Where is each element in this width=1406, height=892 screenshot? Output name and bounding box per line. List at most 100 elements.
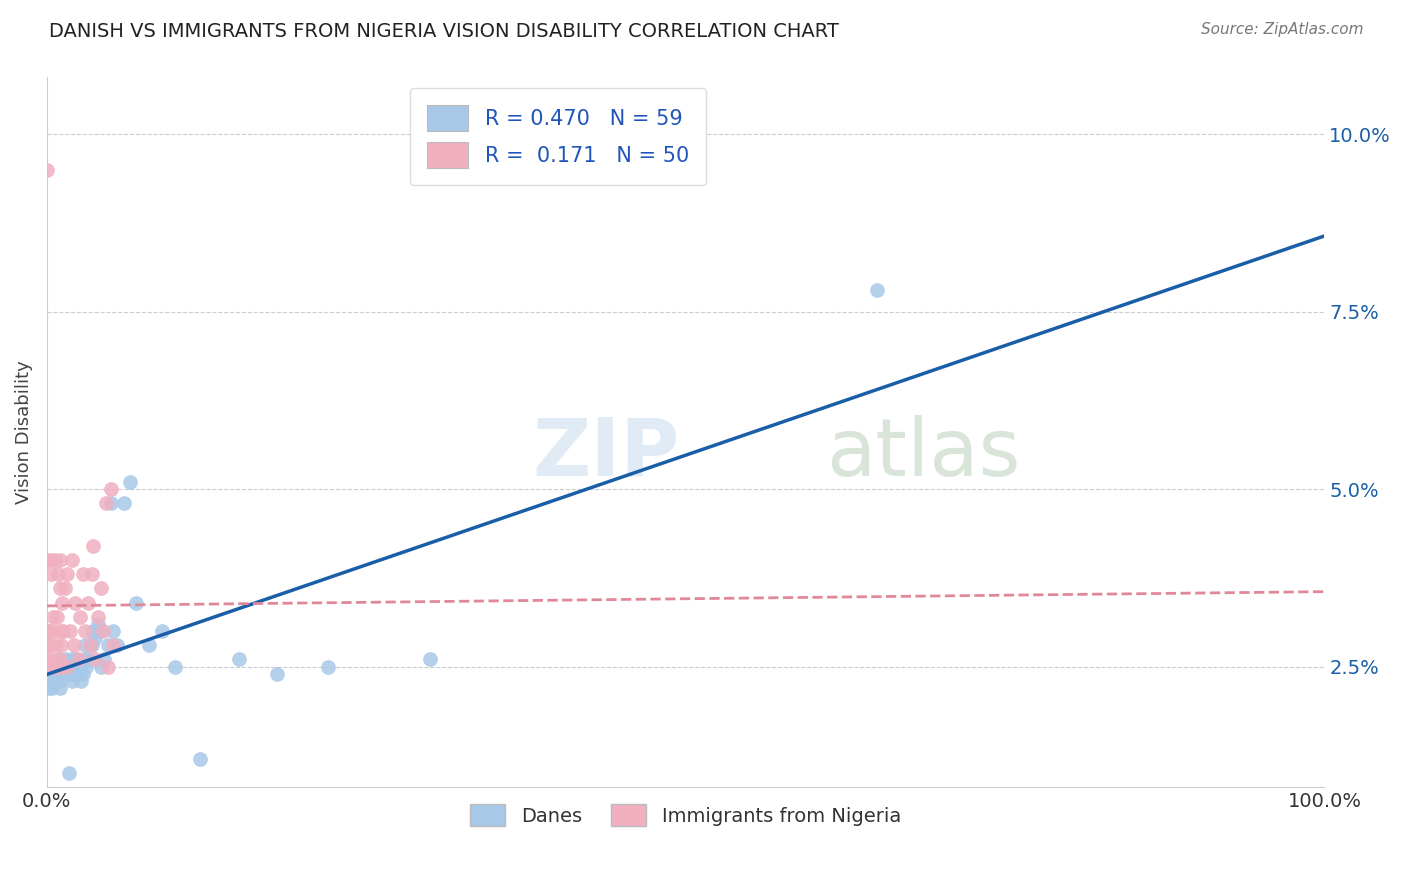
Point (35, 553, 58, 567)
Point (55, 652, 77, 666)
Point (62, 673, 84, 688)
Point (41, 681, 63, 695)
Point (46, 659, 69, 673)
Point (49, 638, 72, 652)
Point (138, 638, 160, 652)
Point (55, 659, 77, 673)
Point (75, 624, 97, 638)
Point (84, 652, 107, 666)
Point (70, 673, 93, 688)
Point (419, 652, 441, 666)
Point (76, 596, 98, 610)
Point (52, 666, 75, 681)
Point (97, 638, 120, 652)
Point (82, 539, 104, 553)
Point (45, 673, 67, 688)
Point (44, 553, 66, 567)
Point (41, 624, 63, 638)
Point (79, 638, 101, 652)
Point (44, 666, 66, 681)
Point (82, 624, 104, 638)
Point (35, 638, 58, 652)
Point (62, 652, 84, 666)
Point (163, 659, 186, 673)
Point (38, 624, 60, 638)
Text: atlas: atlas (827, 415, 1021, 492)
Point (89, 624, 111, 638)
Point (100, 496, 122, 510)
Point (37, 659, 59, 673)
Point (75, 652, 97, 666)
Point (58, 766, 80, 780)
Point (72, 567, 94, 582)
Point (41, 659, 63, 673)
Point (39, 673, 62, 688)
Point (62, 666, 84, 681)
Point (53, 582, 76, 596)
Point (150, 624, 173, 638)
Point (48, 673, 70, 688)
Point (39, 553, 62, 567)
Point (59, 624, 82, 638)
Point (69, 659, 91, 673)
Point (56, 666, 79, 681)
Point (125, 596, 148, 610)
Point (866, 284, 889, 298)
Point (62, 638, 84, 652)
Point (48, 567, 70, 582)
Point (103, 638, 125, 652)
Point (35, 162, 58, 177)
Point (48, 666, 70, 681)
Point (48, 681, 70, 695)
Point (118, 475, 141, 489)
Point (67, 666, 90, 681)
Point (38, 666, 60, 681)
Point (52, 624, 75, 638)
Point (66, 659, 89, 673)
Point (55, 659, 77, 673)
Point (42, 659, 65, 673)
Point (90, 582, 112, 596)
Point (35, 624, 58, 638)
Point (37, 681, 59, 695)
Point (48, 582, 70, 596)
Point (51, 659, 73, 673)
Point (48, 624, 70, 638)
Point (62, 553, 84, 567)
Point (63, 596, 86, 610)
Text: Source: ZipAtlas.com: Source: ZipAtlas.com (1201, 22, 1364, 37)
Point (62, 659, 84, 673)
Point (48, 553, 70, 567)
Point (45, 638, 67, 652)
Point (60, 666, 83, 681)
Point (266, 666, 288, 681)
Point (37, 652, 59, 666)
Point (56, 567, 79, 582)
Point (38, 638, 60, 652)
Point (75, 638, 97, 652)
Point (46, 659, 69, 673)
Point (51, 596, 73, 610)
Point (48, 659, 70, 673)
Point (91, 624, 114, 638)
Point (87, 610, 110, 624)
Point (228, 652, 250, 666)
Point (100, 482, 122, 496)
Point (97, 659, 120, 673)
Point (65, 652, 87, 666)
Point (90, 659, 112, 673)
Point (63, 666, 86, 681)
Point (42, 652, 65, 666)
Point (112, 496, 135, 510)
Legend: Danes, Immigrants from Nigeria: Danes, Immigrants from Nigeria (463, 797, 908, 834)
Text: DANISH VS IMMIGRANTS FROM NIGERIA VISION DISABILITY CORRELATION CHART: DANISH VS IMMIGRANTS FROM NIGERIA VISION… (49, 22, 839, 41)
Point (48, 666, 70, 681)
Point (93, 652, 115, 666)
Point (67, 652, 90, 666)
Point (48, 652, 70, 666)
Point (103, 624, 125, 638)
Point (80, 567, 103, 582)
Point (76, 652, 98, 666)
Point (42, 610, 65, 624)
Point (48, 652, 70, 666)
